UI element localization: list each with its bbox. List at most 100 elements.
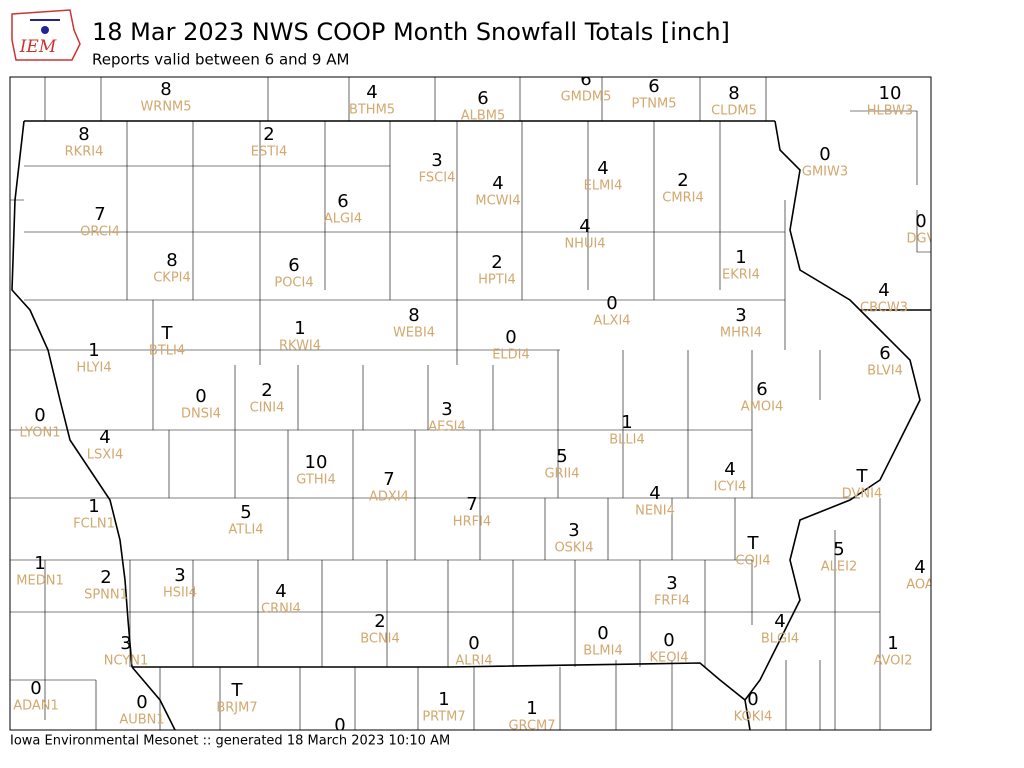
station-id: RKRI4 xyxy=(65,145,104,160)
station-id: ORCI4 xyxy=(80,225,120,240)
station-value: 0 xyxy=(819,144,830,165)
station-value: T xyxy=(856,466,869,487)
logo: IEM xyxy=(11,9,81,61)
station-value: 3 xyxy=(174,565,185,586)
station-id: ESTI4 xyxy=(251,145,288,160)
station-id: ELMI4 xyxy=(584,179,623,194)
station-id: WEBI4 xyxy=(393,326,435,341)
station-value: 4 xyxy=(774,611,785,632)
station-id: HPTI4 xyxy=(478,273,516,288)
station-id: ATLI4 xyxy=(228,523,263,538)
station-id: RKWI4 xyxy=(279,339,321,354)
station-value: 8 xyxy=(408,305,419,326)
station-value: 0 xyxy=(505,327,516,348)
station-value: 2 xyxy=(491,252,502,273)
station-value: T xyxy=(231,680,244,701)
station-id: AESI4 xyxy=(428,420,465,435)
station-value: 7 xyxy=(383,469,394,490)
state-borders xyxy=(11,120,931,730)
station-id: NHUI4 xyxy=(564,237,605,252)
station-value: 4 xyxy=(724,459,735,480)
station-id: GRCM7 xyxy=(508,719,555,734)
station-id: NENI4 xyxy=(635,504,675,519)
station-id: CKPI4 xyxy=(153,271,191,286)
station-value: 5 xyxy=(833,539,844,560)
station-id: GRII4 xyxy=(544,467,579,482)
station-value: 3 xyxy=(735,305,746,326)
station-value: T xyxy=(161,323,174,344)
station-id: OSKI4 xyxy=(554,541,593,556)
station-id: AVOI2 xyxy=(873,654,912,669)
station-value: 7 xyxy=(94,204,105,225)
station-value: 4 xyxy=(914,557,925,578)
station-id: COJI4 xyxy=(735,554,770,569)
station-value: 0 xyxy=(915,211,926,232)
station-id: BLVI4 xyxy=(867,364,903,379)
station-id: DNSI4 xyxy=(181,407,221,422)
station-value: 6 xyxy=(337,191,348,212)
station-id: FCLN1 xyxy=(73,517,115,532)
station-id: MEDN1 xyxy=(16,574,63,589)
subtitle: Reports valid between 6 and 9 AM xyxy=(92,51,349,69)
station-id: CRNI4 xyxy=(261,602,301,617)
station-id: BLLI4 xyxy=(609,433,645,448)
station-value: 0 xyxy=(606,293,617,314)
title: 18 Mar 2023 NWS COOP Month Snowfall Tota… xyxy=(92,18,730,46)
station-value: 2 xyxy=(263,124,274,145)
station-id: KEOI4 xyxy=(649,651,688,666)
station-value: 0 xyxy=(195,386,206,407)
station-value: 3 xyxy=(441,399,452,420)
station-id: AMOI4 xyxy=(741,400,783,415)
station-value: 5 xyxy=(556,446,567,467)
station-id: BTLI4 xyxy=(149,344,185,359)
station-id: WRNM5 xyxy=(140,100,191,115)
station-value: 1 xyxy=(88,496,99,517)
station-id: AUBN1 xyxy=(119,713,164,728)
station-id: ICYI4 xyxy=(714,480,747,495)
station-id: ALBM5 xyxy=(461,109,506,124)
station-id: MCWI4 xyxy=(475,194,520,209)
footer: Iowa Environmental Mesonet :: generated … xyxy=(10,734,450,749)
station-value: T xyxy=(747,533,760,554)
station-value: 4 xyxy=(597,158,608,179)
station-value: 4 xyxy=(275,581,286,602)
station-id: BLGI4 xyxy=(761,632,799,647)
station-value: 0 xyxy=(663,630,674,651)
station-value: 4 xyxy=(366,82,377,103)
station-id: HRFI4 xyxy=(453,515,491,530)
station-value: 1 xyxy=(88,340,99,361)
station-value: 10 xyxy=(879,83,902,104)
station-id: GMIW3 xyxy=(802,165,848,180)
station-value: 7 xyxy=(466,494,477,515)
station-value: 6 xyxy=(756,379,767,400)
station-id: HLBW3 xyxy=(867,104,914,119)
station-value: 8 xyxy=(78,124,89,145)
station-id: ALXI4 xyxy=(593,314,630,329)
station-value: 1 xyxy=(294,318,305,339)
station-id: BTHM5 xyxy=(349,103,395,118)
county-lines xyxy=(10,77,931,730)
station-id: NCYN1 xyxy=(104,654,149,669)
station-id: LSXI4 xyxy=(87,448,124,463)
station-id: ADAN1 xyxy=(13,699,59,714)
station-id: DVNI4 xyxy=(842,487,883,502)
station-id: SPNN1 xyxy=(84,588,128,603)
station-value: 0 xyxy=(30,678,41,699)
station-id: FRFI4 xyxy=(654,594,690,609)
station-value: 6 xyxy=(648,76,659,97)
station-id: ALRI4 xyxy=(455,654,492,669)
station-value: 1 xyxy=(621,412,632,433)
station-id: GTHI4 xyxy=(296,473,335,488)
station-id: DGV xyxy=(907,232,936,247)
station-value: 6 xyxy=(580,69,591,90)
station-value: 4 xyxy=(579,216,590,237)
station-value: 8 xyxy=(160,79,171,100)
station-value: 6 xyxy=(477,88,488,109)
station-id: LYON1 xyxy=(20,426,61,441)
logo-text: IEM xyxy=(19,37,57,57)
station-id: ADXI4 xyxy=(369,490,409,505)
station-value: 3 xyxy=(120,633,131,654)
